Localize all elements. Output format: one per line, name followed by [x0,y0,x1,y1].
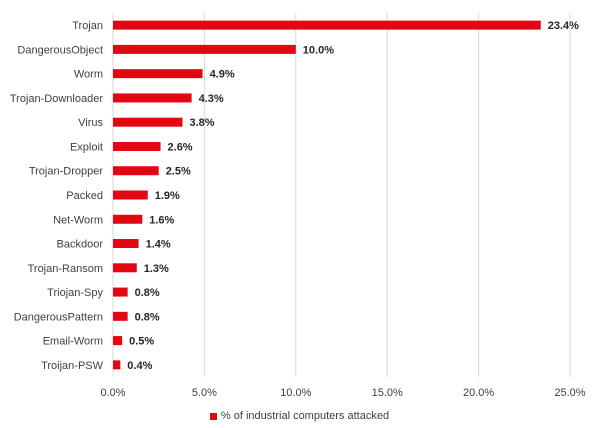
x-tick-labels: 0.0% 5.0% 10.0% 15.0% 20.0% 25.0% [100,387,585,399]
category-label: Triojan-Spy [47,287,103,299]
bars [113,20,541,370]
category-label: DangerousPattern [14,311,103,323]
bar [113,190,148,200]
legend-swatch [209,412,217,420]
bar [113,311,128,321]
bar [113,93,192,103]
category-label: Trojan-Dropper [29,166,104,178]
category-label: Email-Worm [43,336,103,348]
data-label: 23.4% [548,20,579,32]
bar [113,166,159,176]
category-label: Exploit [70,141,103,153]
data-label: 1.3% [144,263,169,275]
bar [113,263,137,273]
data-label: 10.0% [303,44,334,56]
category-label: Virus [78,117,103,129]
category-label: Trojan-Downloader [10,93,103,105]
category-label: Trojan-Ransom [28,263,103,275]
category-labels: Trojan DangerousObject Worm Trojan-Download… [10,20,104,372]
category-label: Troijan-PSW [41,360,104,372]
data-label: 3.8% [189,117,214,129]
bar [113,336,123,346]
bar [113,287,128,297]
bar [113,360,121,370]
category-label: Backdoor [57,239,104,251]
x-tick-label: 5.0% [192,387,217,399]
category-label: Packed [66,190,103,202]
data-label: 1.9% [155,190,180,202]
category-label: Trojan [72,20,103,32]
data-labels: 23.4% 10.0% 4.9% 4.3% 3.8% 2.6% 2.5% 1.9% 1.6% 1.… [127,20,579,372]
data-label: 0.8% [135,287,160,299]
x-tick-label: 0.0% [100,387,125,399]
data-label: 4.9% [210,69,235,81]
x-tick-label: 10.0% [280,387,311,399]
data-label: 1.4% [146,239,171,251]
x-tick-label: 20.0% [463,387,494,399]
bar [113,20,541,30]
bar [113,117,183,127]
category-label: Net-Worm [53,214,103,226]
data-label: 4.3% [199,93,224,105]
bar [113,141,161,151]
data-label: 2.6% [168,141,193,153]
category-label: Worm [74,69,103,81]
x-tick-label: 15.0% [372,387,403,399]
data-label: 0.5% [129,336,154,348]
data-label: 0.4% [127,360,152,372]
gridlines [112,13,571,377]
x-tick-label: 25.0% [554,387,585,399]
legend: % of industrial computers attacked [0,410,599,422]
legend-label: % of industrial computers attacked [220,410,390,423]
bar [113,44,296,54]
bar [113,69,203,79]
category-label: DangerousObject [17,44,103,56]
bar [113,239,139,249]
bar [113,214,143,224]
data-label: 0.8% [135,311,160,323]
data-label: 1.6% [149,214,174,226]
data-label: 2.5% [166,166,191,178]
